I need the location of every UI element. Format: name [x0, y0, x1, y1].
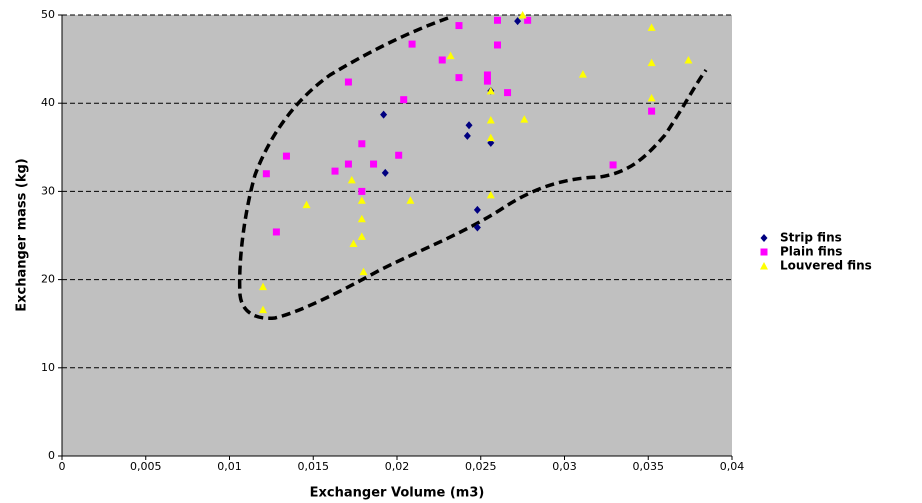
point: [504, 89, 512, 97]
point: [647, 23, 656, 31]
y-tick-label: 20: [41, 273, 55, 286]
point: [302, 200, 311, 209]
legend-marker: [760, 262, 768, 270]
point: [486, 190, 495, 199]
x-tick-label: 0,005: [130, 460, 162, 473]
point: [473, 223, 481, 232]
y-tick-label: 10: [41, 361, 55, 374]
legend-marker: [760, 234, 768, 242]
point: [262, 170, 270, 178]
legend-marker: [760, 248, 768, 256]
plot-area: [62, 15, 732, 456]
point: [358, 140, 366, 148]
point: [259, 282, 267, 291]
point: [347, 175, 356, 184]
point: [524, 16, 532, 24]
point: [647, 58, 656, 67]
x-tick-label: 0,04: [720, 460, 745, 473]
point: [473, 205, 481, 214]
x-tick-label: 0,015: [298, 460, 330, 473]
region-outline: [237, 16, 708, 321]
y-axis-title: Exchanger mass (kg): [15, 158, 30, 311]
point: [358, 187, 366, 195]
y-tick-label: 30: [41, 184, 55, 197]
y-tick-label: 40: [41, 96, 55, 109]
point: [465, 121, 473, 130]
point: [609, 161, 617, 169]
point: [463, 131, 471, 140]
legend-text: Strip fins: [780, 231, 842, 245]
point: [483, 77, 491, 85]
point: [400, 96, 408, 104]
point: [684, 55, 693, 64]
point: [370, 160, 378, 168]
point: [648, 107, 656, 115]
y-tick-label: 50: [41, 8, 55, 21]
point: [494, 16, 501, 24]
point: [518, 11, 527, 19]
point: [483, 71, 491, 79]
point: [357, 232, 366, 240]
point: [357, 214, 366, 223]
point: [259, 305, 267, 314]
legend-text: Louvered fins: [780, 259, 872, 273]
point: [272, 228, 280, 236]
point: [647, 93, 656, 102]
point: [381, 168, 389, 177]
point: [578, 70, 587, 78]
y-tick-label: 0: [48, 449, 55, 462]
x-tick-label: 0,035: [633, 460, 665, 473]
point: [486, 86, 495, 95]
point: [494, 41, 501, 49]
point: [344, 78, 352, 86]
point: [282, 152, 290, 160]
point: [344, 160, 352, 168]
point: [406, 196, 415, 204]
point: [514, 17, 522, 26]
x-tick-label: 0,01: [217, 460, 242, 473]
point: [486, 115, 495, 124]
point: [395, 151, 403, 159]
point: [408, 40, 416, 48]
x-tick-label: 0,02: [385, 460, 410, 473]
legend-text: Plain fins: [780, 245, 842, 259]
point: [359, 267, 368, 276]
point: [455, 22, 463, 30]
x-axis-title: Exchanger Volume (m3): [310, 486, 485, 501]
x-tick-label: 0,03: [552, 460, 577, 473]
point: [446, 51, 455, 60]
point: [380, 110, 388, 119]
point: [438, 56, 446, 64]
legend: [738, 224, 922, 282]
x-tick-label: 0,025: [465, 460, 497, 473]
point: [357, 196, 366, 204]
x-tick-label: 0: [59, 460, 66, 473]
point: [520, 115, 529, 123]
point: [331, 167, 339, 175]
point: [349, 239, 358, 247]
point: [455, 74, 463, 82]
point: [486, 133, 495, 142]
